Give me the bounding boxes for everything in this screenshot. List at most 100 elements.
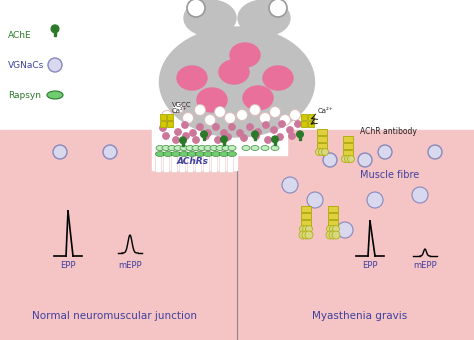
Ellipse shape (203, 152, 212, 156)
Ellipse shape (216, 146, 224, 151)
Circle shape (205, 130, 211, 136)
Bar (203, 137, 205, 140)
Circle shape (187, 0, 205, 17)
Bar (0, 130, 474, 340)
Circle shape (412, 187, 428, 203)
Circle shape (194, 104, 206, 116)
Circle shape (299, 231, 307, 239)
Circle shape (247, 124, 253, 130)
Circle shape (272, 136, 278, 142)
Text: EPP: EPP (60, 261, 76, 270)
Ellipse shape (251, 146, 259, 151)
Bar (328, 206, 338, 211)
Circle shape (326, 231, 334, 239)
Circle shape (327, 225, 334, 233)
Circle shape (300, 225, 307, 233)
Ellipse shape (204, 146, 212, 151)
Circle shape (290, 109, 301, 120)
Text: VGNaCs: VGNaCs (8, 61, 44, 69)
Circle shape (237, 130, 243, 136)
Circle shape (193, 137, 199, 143)
Text: mEPP: mEPP (118, 261, 142, 270)
Circle shape (378, 145, 392, 159)
Bar (195, 150, 201, 172)
Circle shape (163, 133, 169, 139)
Ellipse shape (180, 152, 189, 156)
Circle shape (337, 222, 353, 238)
Circle shape (203, 133, 209, 139)
Text: VGCC: VGCC (172, 102, 191, 108)
Circle shape (204, 115, 216, 125)
Bar (274, 142, 276, 145)
Circle shape (221, 136, 228, 142)
Bar (317, 136, 327, 141)
Ellipse shape (219, 60, 249, 84)
Circle shape (295, 121, 301, 127)
Circle shape (167, 119, 173, 125)
Bar (179, 150, 185, 172)
Bar (167, 120, 173, 126)
Circle shape (162, 110, 173, 121)
Circle shape (103, 145, 117, 159)
Circle shape (48, 58, 62, 72)
Circle shape (329, 225, 337, 233)
Circle shape (321, 149, 328, 155)
Circle shape (173, 137, 179, 143)
Text: mEPP: mEPP (413, 261, 437, 270)
Circle shape (269, 0, 287, 17)
Circle shape (180, 137, 186, 143)
Ellipse shape (228, 152, 237, 156)
Bar (301, 120, 308, 126)
Bar (211, 150, 217, 172)
Circle shape (215, 106, 226, 118)
Bar (167, 114, 173, 119)
Circle shape (287, 127, 293, 133)
Circle shape (252, 131, 258, 138)
Circle shape (160, 125, 166, 131)
Ellipse shape (164, 152, 173, 156)
Circle shape (367, 192, 383, 208)
Circle shape (297, 131, 303, 138)
Circle shape (225, 113, 236, 123)
Circle shape (182, 113, 193, 123)
Bar (301, 114, 308, 119)
Circle shape (237, 109, 247, 120)
Circle shape (225, 134, 231, 140)
Ellipse shape (242, 146, 250, 151)
Circle shape (229, 124, 235, 130)
Ellipse shape (219, 152, 228, 156)
Circle shape (253, 133, 259, 139)
Bar (161, 120, 166, 126)
Bar (309, 120, 315, 126)
Bar (301, 213, 311, 219)
Bar (328, 213, 338, 219)
Text: Ca²⁺: Ca²⁺ (172, 108, 188, 114)
Circle shape (175, 129, 181, 135)
Ellipse shape (230, 43, 260, 67)
Bar (54, 32, 56, 35)
Ellipse shape (210, 146, 218, 151)
Bar (301, 206, 311, 211)
Circle shape (249, 104, 261, 116)
Ellipse shape (47, 91, 63, 99)
Circle shape (428, 145, 442, 159)
Circle shape (302, 231, 310, 239)
Bar (301, 220, 311, 225)
Ellipse shape (155, 152, 164, 156)
Bar (203, 150, 209, 172)
Circle shape (271, 127, 277, 133)
Bar (223, 142, 225, 145)
Bar (343, 150, 353, 155)
Bar (171, 150, 177, 172)
Circle shape (197, 124, 203, 130)
Circle shape (183, 133, 189, 139)
Ellipse shape (156, 146, 164, 151)
Ellipse shape (177, 66, 207, 90)
Ellipse shape (271, 146, 279, 151)
Text: Rapsyn: Rapsyn (8, 90, 41, 100)
Text: EPP: EPP (362, 261, 378, 270)
Ellipse shape (261, 146, 269, 151)
Circle shape (201, 131, 207, 138)
Ellipse shape (198, 146, 206, 151)
Bar (254, 137, 256, 140)
